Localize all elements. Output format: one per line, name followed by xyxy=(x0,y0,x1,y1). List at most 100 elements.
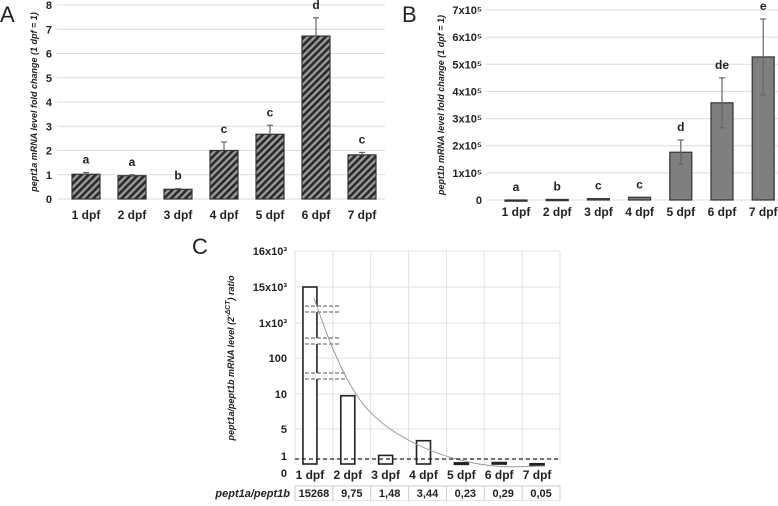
significance-letter: b xyxy=(174,169,181,183)
y-tick-label: 8 xyxy=(46,0,52,12)
table-cell: 1,48 xyxy=(379,488,400,500)
bar xyxy=(255,133,285,200)
y-tick-label: 1 xyxy=(281,451,287,463)
x-tick-label: 7 dpf xyxy=(523,468,553,482)
bar xyxy=(377,454,394,465)
bar xyxy=(339,394,356,465)
x-tick-label: 6 dpf xyxy=(708,205,738,219)
significance-letter: a xyxy=(83,153,90,167)
axis-break xyxy=(305,338,323,344)
y-tick-label: 0 xyxy=(46,194,52,206)
y-axis-label: pept1a mRNA level fold change (1 dpf = 1… xyxy=(29,12,39,192)
x-tick-label: 4 dpf xyxy=(409,468,439,482)
significance-letter: c xyxy=(636,177,643,191)
chart-panel-C: 0 1 5 10 100 1x10³ 15x10³ 16x10³ pept1a/pept1b m… xyxy=(214,246,561,502)
bar xyxy=(415,439,432,465)
panel-label-C: C xyxy=(192,234,208,259)
y-axis-label: pept1b mRNA level fold change (1 dpf = 1… xyxy=(436,15,446,196)
y-tick-label: 0 xyxy=(281,468,287,480)
bar xyxy=(163,188,193,200)
x-tick-label: 1 dpf xyxy=(296,468,326,482)
y-tick-label: 1x10³ xyxy=(259,318,287,330)
bar xyxy=(71,173,101,200)
x-tick-label: 1 dpf xyxy=(72,208,102,222)
y-tick-label: 100 xyxy=(269,353,287,365)
y-tick-label: 15x10³ xyxy=(253,282,288,294)
bar xyxy=(301,35,331,200)
significance-letter: c xyxy=(595,179,602,193)
y-tick-label: 1x10⁵ xyxy=(452,168,482,180)
x-tick-label: 6 dpf xyxy=(485,468,515,482)
y-axis-label-superscript: -ΔCT xyxy=(225,300,232,317)
axis-break xyxy=(305,306,323,312)
x-tick-label: 3 dpf xyxy=(371,468,401,482)
y-tick-label: 0 xyxy=(476,195,482,207)
y-tick-label: 4x10⁵ xyxy=(452,86,482,98)
significance-letter: a xyxy=(513,180,520,194)
y-tick-label: 3x10⁵ xyxy=(452,114,482,126)
y-tick-label: 5x10⁵ xyxy=(452,59,482,71)
significance-letter: c xyxy=(267,105,274,119)
x-tick-label: 2 dpf xyxy=(118,208,148,222)
x-tick-label: 3 dpf xyxy=(584,205,614,219)
y-axis-label: pept1a/pept1b mRNA level (2-ΔCT) ratio xyxy=(225,275,236,442)
x-tick-label: 2 dpf xyxy=(333,468,363,482)
bar xyxy=(453,462,470,466)
x-tick-label: 3 dpf xyxy=(164,208,194,222)
bar xyxy=(209,149,239,200)
x-tick-label: 7 dpf xyxy=(749,205,778,219)
y-tick-label: 5 xyxy=(46,73,52,85)
table-cell: 0,23 xyxy=(455,488,476,500)
panel-label-B: B xyxy=(402,2,417,27)
bar xyxy=(545,198,569,202)
chart-panel-A: 0 1 2 3 4 5 6 7 8 pept1a mRNA level fold change (… xyxy=(29,0,385,222)
x-tick-label: 5 dpf xyxy=(666,205,696,219)
y-tick-label: 6x10⁵ xyxy=(452,32,482,44)
x-tick-label: 7 dpf xyxy=(348,208,378,222)
axis-break xyxy=(305,373,323,379)
y-tick-label: 5 xyxy=(281,424,287,436)
y-tick-label: 10 xyxy=(275,389,287,401)
table-row-label: pept1a/pept1b xyxy=(214,488,290,500)
panel-label-A: A xyxy=(0,2,15,27)
bar xyxy=(529,462,545,467)
table-cell: 9,75 xyxy=(341,488,362,500)
y-tick-label: 2 xyxy=(46,146,52,158)
significance-letter: a xyxy=(129,155,136,169)
significance-letter: d xyxy=(677,120,684,134)
bar xyxy=(117,175,147,200)
x-tick-label: 5 dpf xyxy=(447,468,477,482)
y-tick-label: 7 xyxy=(46,24,52,36)
significance-letter: c xyxy=(221,122,228,136)
bar xyxy=(586,198,611,201)
bar xyxy=(491,461,508,465)
x-tick-label: 1 dpf xyxy=(502,205,532,219)
bar xyxy=(627,196,652,201)
table-cell: 3,44 xyxy=(417,488,439,500)
table-cell: 15268 xyxy=(299,488,330,500)
y-tick-label: 7x10⁵ xyxy=(452,5,482,17)
x-tick-label: 2 dpf xyxy=(543,205,573,219)
significance-letter: e xyxy=(760,0,767,13)
significance-letter: b xyxy=(554,179,561,193)
table-cell: 0,29 xyxy=(493,488,514,500)
bar xyxy=(347,154,377,200)
x-tick-label: 4 dpf xyxy=(210,208,240,222)
y-axis-label-text: pept1a/pept1b mRNA level (2 xyxy=(226,317,236,442)
significance-letter: c xyxy=(359,132,366,146)
y-axis-label-text: ) ratio xyxy=(226,275,236,302)
significance-letter: de xyxy=(715,58,729,72)
y-tick-label: 4 xyxy=(46,97,53,109)
table-cell: 0,05 xyxy=(530,488,551,500)
y-tick-label: 16x10³ xyxy=(253,246,288,258)
y-tick-label: 3 xyxy=(46,121,52,133)
trend-line xyxy=(313,297,546,468)
x-tick-label: 4 dpf xyxy=(625,205,655,219)
y-tick-label: 1 xyxy=(46,170,52,182)
chart-panel-B: 0 1x10⁵ 2x10⁵ 3x10⁵ 4x10⁵ 5x10⁵ 6x10⁵ 7x10⁵ pept… xyxy=(436,0,778,219)
x-tick-label: 6 dpf xyxy=(302,208,332,222)
y-tick-label: 6 xyxy=(46,49,52,61)
significance-letter: d xyxy=(312,0,319,12)
bar xyxy=(504,199,528,202)
